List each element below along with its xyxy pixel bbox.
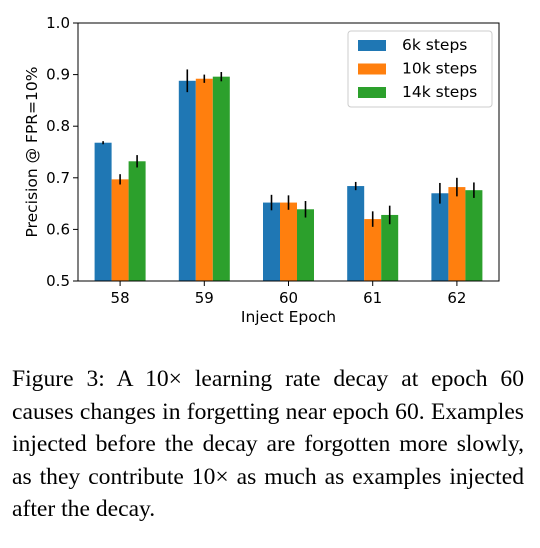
bar (94, 142, 112, 281)
y-tick-label: 0.7 (46, 169, 70, 187)
bar (178, 80, 196, 282)
y-tick-label: 0.5 (46, 272, 70, 290)
bar (195, 78, 213, 281)
bar (448, 187, 466, 281)
bar (431, 193, 449, 281)
x-tick-label: 59 (195, 289, 214, 307)
x-tick-label: 61 (363, 289, 382, 307)
bar (381, 214, 399, 281)
legend-swatch (358, 40, 386, 51)
legend-label: 10k steps (402, 60, 477, 78)
bar (280, 202, 297, 281)
bar-chart: 0.5 0.6 0.7 0.8 0.9 1.0 58 59 60 61 62 Inject Epoch… (23, 14, 500, 326)
x-tick-label: 58 (111, 289, 130, 307)
bar (212, 76, 230, 281)
legend-label: 14k steps (402, 83, 477, 101)
legend-label: 6k steps (402, 36, 467, 54)
legend-swatch (358, 63, 386, 75)
y-tick-label: 0.8 (46, 117, 70, 135)
y-tick-label: 0.9 (46, 66, 70, 84)
legend-swatch (358, 87, 386, 98)
bar (297, 209, 314, 281)
x-tick-label: 62 (447, 289, 466, 307)
x-axis-label: Inject Epoch (241, 308, 336, 326)
bar (465, 190, 483, 281)
y-axis-label: Precision @ FPR=10% (23, 67, 41, 238)
y-tick-label: 1.0 (46, 14, 70, 32)
x-tick-label: 60 (279, 289, 298, 307)
bar (347, 186, 365, 281)
figure-caption: Figure 3: A 10× learning rate decay at e… (12, 366, 524, 522)
bar (263, 202, 280, 281)
bar (111, 179, 129, 281)
bar (128, 161, 146, 281)
y-tick-label: 0.6 (46, 220, 70, 238)
bar (364, 219, 382, 281)
